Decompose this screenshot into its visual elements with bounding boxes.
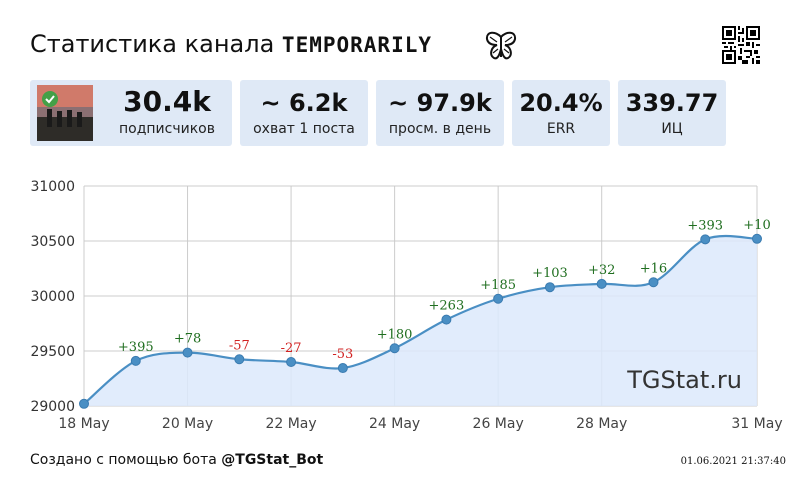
data-point <box>389 343 400 354</box>
data-point <box>596 278 607 289</box>
bot-link[interactable]: @TGStat_Bot <box>221 452 324 468</box>
data-label: +16 <box>640 261 667 276</box>
x-tick-label: 24 May <box>369 416 420 432</box>
x-tick-label: 31 May <box>731 416 782 432</box>
data-label: +10 <box>743 218 770 233</box>
subscribers-card: 30.4k подписчиков <box>30 80 232 146</box>
data-label: -57 <box>229 338 250 353</box>
series-area <box>84 236 757 406</box>
err-value: 20.4% <box>519 89 603 117</box>
x-tick-label: 22 May <box>265 416 316 432</box>
footer-credit: Создано с помощью бота @TGStat_Bot <box>30 452 323 468</box>
data-point <box>234 354 245 365</box>
channel-name: TEMPORARILY <box>281 33 432 57</box>
x-tick-label: 28 May <box>576 416 627 432</box>
views-value: ~ 97.9k <box>388 89 492 117</box>
data-point <box>337 363 348 374</box>
data-label: +395 <box>118 340 154 355</box>
watermark-text: TGStat.ru <box>626 366 742 394</box>
y-tick-label: 30000 <box>30 289 75 305</box>
qr-code-icon[interactable] <box>722 26 760 64</box>
err-card: 20.4% ERR <box>512 80 610 146</box>
data-point <box>752 233 762 244</box>
page-title: Статистика канала TEMPORARILY <box>30 30 432 58</box>
data-label: +263 <box>429 299 465 314</box>
x-tick-label: 26 May <box>473 416 524 432</box>
data-label: +393 <box>687 218 723 233</box>
subscribers-label: подписчиков <box>119 121 215 137</box>
data-label: +185 <box>480 278 516 293</box>
data-point <box>648 277 659 288</box>
x-tick-label: 20 May <box>162 416 213 432</box>
butterfly-icon <box>485 31 517 60</box>
reach-value: ~ 6.2k <box>260 89 348 117</box>
ic-label: ИЦ <box>661 121 683 137</box>
ic-value: 339.77 <box>625 89 719 117</box>
data-label: +103 <box>532 266 568 281</box>
channel-avatar <box>37 85 93 141</box>
data-point <box>441 314 452 325</box>
reach-card: ~ 6.2k охват 1 поста <box>240 80 368 146</box>
data-label: +32 <box>588 263 615 278</box>
err-label: ERR <box>546 121 576 137</box>
views-label: просм. в день <box>388 121 492 137</box>
data-point <box>700 234 711 245</box>
y-tick-label: 29000 <box>30 399 75 415</box>
data-label: +78 <box>174 332 201 347</box>
y-tick-label: 29500 <box>30 344 75 360</box>
data-label: +180 <box>377 327 413 342</box>
data-label: -27 <box>281 341 302 356</box>
data-point <box>79 398 89 409</box>
y-tick-label: 31000 <box>30 179 75 195</box>
subscribers-value: 30.4k <box>123 85 211 118</box>
ic-card: 339.77 ИЦ <box>618 80 726 146</box>
reach-label: охват 1 поста <box>253 121 355 137</box>
x-tick-label: 18 May <box>58 416 109 432</box>
views-card: ~ 97.9k просм. в день <box>376 80 504 146</box>
data-point <box>493 293 504 304</box>
verified-icon <box>42 91 58 107</box>
y-tick-label: 30500 <box>30 234 75 250</box>
data-point <box>286 357 297 367</box>
data-point <box>182 347 193 358</box>
data-label: -53 <box>332 347 353 362</box>
footer-created-text: Создано с помощью бота <box>30 452 217 468</box>
data-point <box>130 355 141 366</box>
title-prefix: Статистика канала <box>30 30 275 58</box>
footer-timestamp: 01.06.2021 21:37:40 <box>680 456 786 467</box>
data-point <box>544 282 555 293</box>
